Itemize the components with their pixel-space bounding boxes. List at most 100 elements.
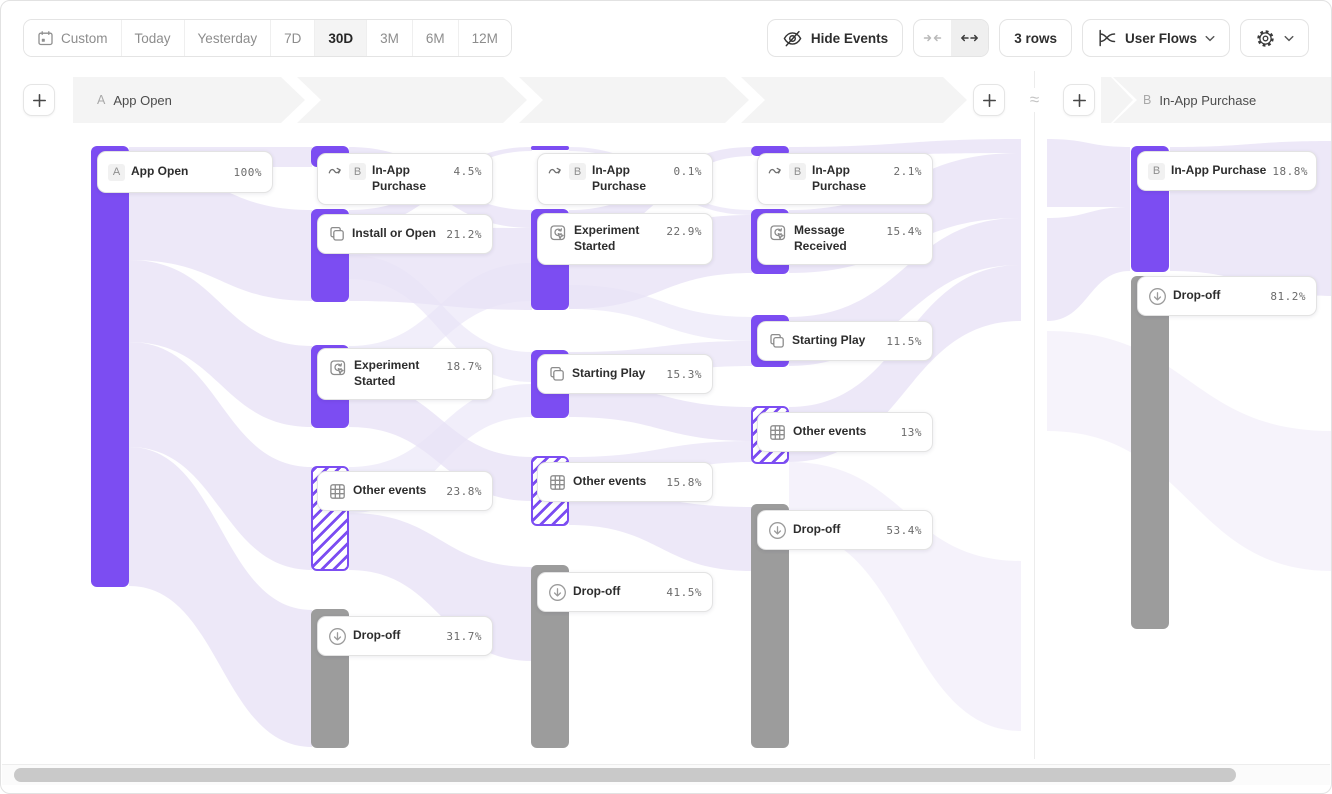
event-card[interactable]: A App Open 100% xyxy=(97,151,273,193)
event-label: Message Received xyxy=(794,223,847,253)
event-card[interactable]: Other events 15.8% xyxy=(537,462,713,502)
step-band-a-segment[interactable] xyxy=(73,77,305,123)
plus-icon xyxy=(32,93,47,108)
flow-node-bar[interactable] xyxy=(751,146,789,156)
dropoff-icon xyxy=(1148,287,1167,306)
add-step-left-button[interactable] xyxy=(23,84,55,116)
event-value: 53.4% xyxy=(886,523,922,537)
date-range-6m[interactable]: 6M xyxy=(412,20,459,56)
event-value: 4.5% xyxy=(453,165,482,178)
date-range-label: 30D xyxy=(328,30,354,46)
dropoff-bar[interactable] xyxy=(1131,276,1169,629)
hide-events-button[interactable]: Hide Events xyxy=(766,19,904,57)
dropoff-icon xyxy=(328,627,347,646)
horizontal-scrollbar-track[interactable] xyxy=(2,764,1330,785)
event-label: Starting Play xyxy=(792,333,866,348)
event-card[interactable]: B In-App Purchase 0.1% xyxy=(537,153,713,205)
event-card[interactable]: Drop-off 81.2% xyxy=(1137,276,1317,316)
date-range-label: Custom xyxy=(61,30,108,46)
flow-node-bar[interactable] xyxy=(91,146,129,587)
screens-icon xyxy=(328,225,346,243)
date-range-label: 7D xyxy=(284,30,302,46)
step-badge: A xyxy=(108,163,125,181)
step-badge: B xyxy=(349,163,366,180)
event-card[interactable]: Starting Play 11.5% xyxy=(757,321,933,361)
event-value: 18.7% xyxy=(446,360,482,373)
event-card[interactable]: Drop-off 41.5% xyxy=(537,572,713,612)
expand-arrows-icon xyxy=(960,31,979,45)
event-card[interactable]: B In-App Purchase 4.5% xyxy=(317,153,493,205)
event-card[interactable]: Drop-off 53.4% xyxy=(757,510,933,550)
plus-icon xyxy=(982,93,997,108)
rows-button[interactable]: 3 rows xyxy=(999,19,1072,57)
date-range-label: Today xyxy=(134,30,171,46)
event-label: App Open xyxy=(131,164,189,179)
date-range-yesterday[interactable]: Yesterday xyxy=(184,20,272,56)
panel-divider xyxy=(1034,71,1035,759)
event-card[interactable]: Other events 23.8% xyxy=(317,471,493,511)
expand-columns-button[interactable] xyxy=(951,20,989,56)
event-card[interactable]: Install or Open 21.2% xyxy=(317,214,493,254)
date-range-label: 6M xyxy=(425,30,445,46)
event-label: Drop-off xyxy=(1173,288,1221,303)
step-band-a-segment[interactable] xyxy=(741,77,967,123)
experiment-icon xyxy=(548,223,568,243)
event-card[interactable]: Experiment Started 22.9% xyxy=(537,213,713,265)
step-band-a-segment[interactable] xyxy=(297,77,527,123)
collapse-arrows-icon xyxy=(923,31,942,45)
date-range-12m[interactable]: 12M xyxy=(458,20,511,56)
flow-node-bar[interactable] xyxy=(531,146,569,150)
event-label: In-App Purchase xyxy=(592,163,647,193)
date-range-label: 12M xyxy=(471,30,498,46)
event-label: Install or Open xyxy=(352,226,437,241)
toolbar-right-group: Hide Events 3 rows User Flows xyxy=(766,19,1309,57)
add-step-right-button[interactable] xyxy=(1063,84,1095,116)
event-card[interactable]: Starting Play 15.3% xyxy=(537,354,713,394)
approx-connector-icon: ≈ xyxy=(1022,88,1047,112)
step-b-label: B In-App Purchase xyxy=(1143,92,1257,108)
gear-icon xyxy=(1255,28,1276,49)
event-value: 13% xyxy=(900,425,922,439)
step-band-a-segment[interactable] xyxy=(519,77,749,123)
flow-jump-icon xyxy=(548,163,563,176)
step-badge: B xyxy=(569,163,586,180)
event-card[interactable]: B In-App Purchase 18.8% xyxy=(1137,151,1317,191)
event-value: 23.8% xyxy=(446,484,482,498)
event-value: 15.3% xyxy=(666,367,702,381)
event-card[interactable]: Drop-off 31.7% xyxy=(317,616,493,656)
event-card[interactable]: B In-App Purchase 2.1% xyxy=(757,153,933,205)
event-value: 15.8% xyxy=(666,475,702,489)
date-range-7d[interactable]: 7D xyxy=(271,20,316,56)
date-range-group: Custom Today Yesterday 7D 30D 3M 6M 12M xyxy=(23,19,512,57)
flow-jump-icon xyxy=(768,163,783,176)
event-card[interactable]: Experiment Started 18.7% xyxy=(317,348,493,400)
settings-button[interactable] xyxy=(1240,19,1309,57)
collapse-columns-button[interactable] xyxy=(914,20,951,56)
date-range-today[interactable]: Today xyxy=(121,20,185,56)
event-card[interactable]: Message Received 15.4% xyxy=(757,213,933,265)
step-a-label: A App Open xyxy=(97,92,172,108)
date-range-label: Yesterday xyxy=(197,30,258,46)
add-step-middle-button[interactable] xyxy=(973,84,1005,116)
eye-off-icon xyxy=(782,28,803,49)
event-card[interactable]: Other events 13% xyxy=(757,412,933,452)
step-band-b[interactable] xyxy=(1113,77,1331,123)
event-label: Experiment Started xyxy=(574,223,640,253)
step-a-badge: A xyxy=(97,93,106,107)
event-label: Starting Play xyxy=(572,366,646,381)
view-selector-button[interactable]: User Flows xyxy=(1081,19,1230,57)
event-value: 2.1% xyxy=(893,165,922,178)
grid-icon xyxy=(548,473,567,492)
date-range-30d[interactable]: 30D xyxy=(315,20,368,56)
event-value: 81.2% xyxy=(1270,289,1306,303)
calendar-icon xyxy=(37,30,54,47)
date-range-label: 3M xyxy=(380,30,399,46)
date-range-3m[interactable]: 3M xyxy=(367,20,413,56)
event-value: 31.7% xyxy=(446,629,482,643)
date-range-custom[interactable]: Custom xyxy=(24,20,122,56)
horizontal-scrollbar-thumb[interactable] xyxy=(14,768,1236,782)
event-label: Other events xyxy=(793,424,867,439)
toolbar: Custom Today Yesterday 7D 30D 3M 6M 12M Hide Ev… xyxy=(23,19,1309,57)
rows-label: 3 rows xyxy=(1014,30,1057,46)
step-badge: B xyxy=(1148,162,1165,180)
